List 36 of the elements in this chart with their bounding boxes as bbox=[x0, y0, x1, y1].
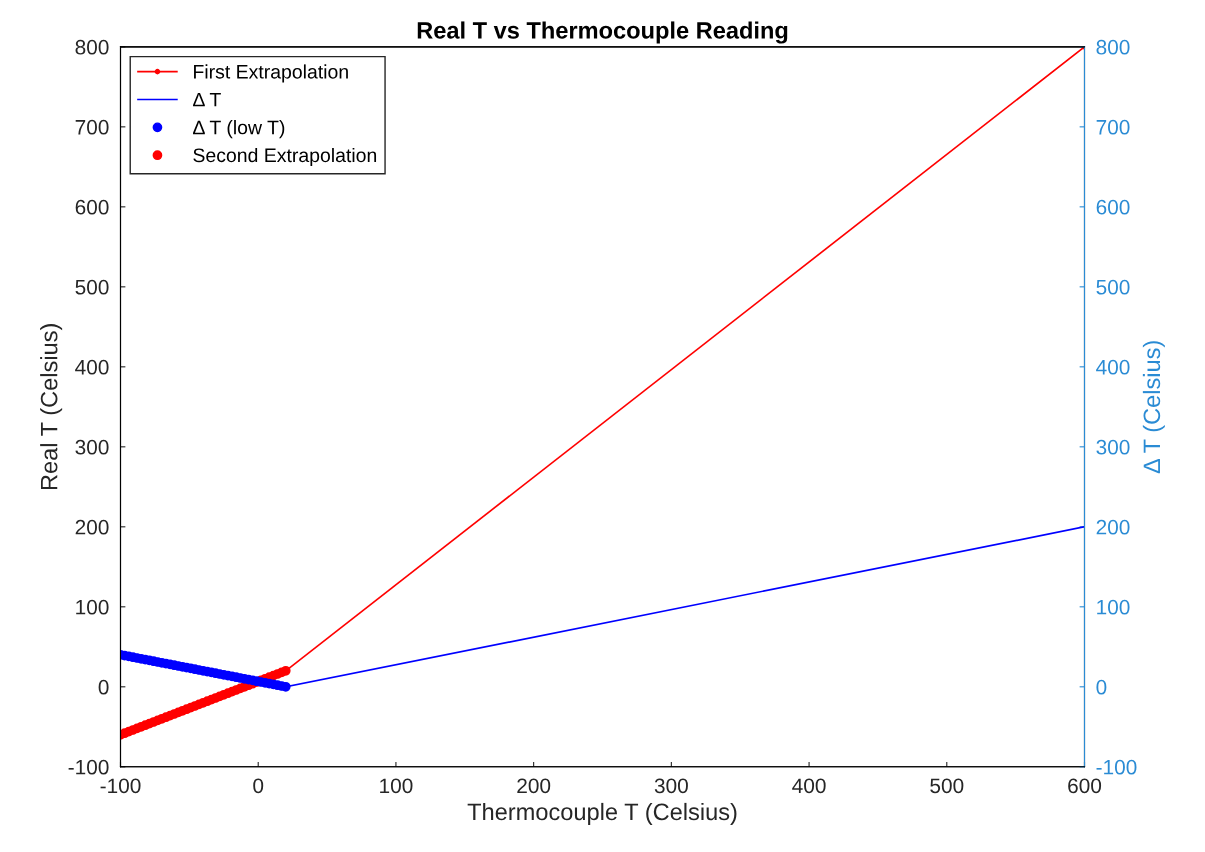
x-tick-label: 0 bbox=[253, 778, 264, 794]
y2-tick-label: 500 bbox=[1096, 279, 1130, 295]
legend-label: Second Extrapolation bbox=[193, 147, 377, 167]
legend-label: Δ T (low T) bbox=[193, 120, 285, 139]
x-tick-label: 100 bbox=[380, 778, 413, 794]
x-tick-label: -100 bbox=[100, 778, 141, 794]
y2-tick-label: 300 bbox=[1096, 439, 1130, 455]
y-tick-label: 300 bbox=[75, 439, 109, 455]
y2-axis-title: Δ T (Celsius) bbox=[1142, 341, 1165, 474]
y2-tick-label: 800 bbox=[1096, 39, 1130, 55]
y-tick-label: 700 bbox=[75, 119, 109, 135]
x-tick-label: 400 bbox=[792, 778, 826, 794]
y2-tick-label: 400 bbox=[1096, 359, 1130, 375]
y-tick-label: 500 bbox=[75, 279, 109, 295]
y2-tick-label: 600 bbox=[1096, 199, 1130, 215]
y2-tick-label: 700 bbox=[1096, 119, 1130, 135]
legend-label: Δ T bbox=[193, 92, 221, 107]
y-tick-label: -100 bbox=[68, 759, 109, 775]
x-tick-label: 300 bbox=[654, 778, 688, 794]
y-tick-label: 400 bbox=[75, 359, 109, 375]
y-tick-label: 100 bbox=[76, 599, 109, 615]
y-tick-label: 800 bbox=[75, 39, 109, 55]
x-tick-label: 200 bbox=[517, 778, 551, 794]
y2-tick-label: -100 bbox=[1096, 759, 1137, 775]
y-axis-title: Real T (Celsius) bbox=[40, 324, 63, 490]
chart-title: Real T vs Thermocouple Reading bbox=[417, 21, 788, 44]
y-tick-label: 0 bbox=[98, 679, 109, 695]
legend-label: First Extrapolation bbox=[194, 64, 348, 83]
y2-tick-label: 200 bbox=[1096, 519, 1130, 535]
y-tick-label: 200 bbox=[75, 519, 109, 535]
x-tick-label: 600 bbox=[1068, 778, 1102, 794]
y2-tick-label: 0 bbox=[1096, 679, 1107, 695]
x-axis-title: Thermocouple T (Celsius) bbox=[467, 802, 737, 825]
y-tick-label: 600 bbox=[75, 199, 109, 215]
x-tick-label: 500 bbox=[930, 778, 964, 794]
y2-tick-label: 100 bbox=[1097, 599, 1130, 615]
